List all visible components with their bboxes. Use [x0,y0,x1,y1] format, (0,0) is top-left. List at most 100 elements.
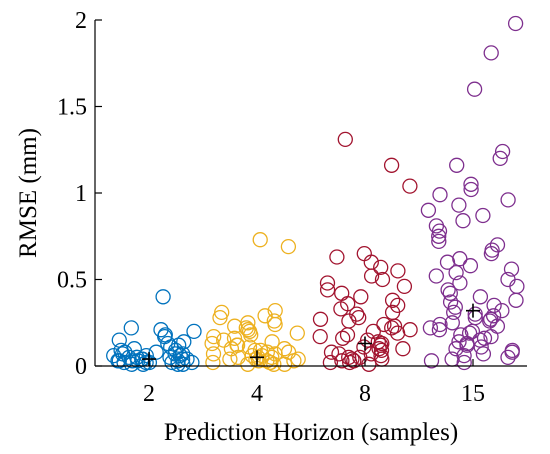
data-point-h8 [334,353,350,369]
data-point-h8 [334,285,350,301]
data-point-h15 [431,233,447,250]
data-point-h2 [176,334,192,350]
y-tick-label: 0.5 [57,268,87,294]
data-point-h8 [329,249,345,265]
data-point-h8 [351,309,367,326]
data-point-h15 [439,254,456,270]
data-point-h4 [226,330,243,346]
data-point-h15 [482,313,498,329]
y-axis-label: RMSE (mm) [15,128,42,258]
data-point-h15 [420,202,437,218]
data-point-h8 [374,271,391,288]
data-point-h15 [500,349,516,366]
data-point-h4 [276,341,293,357]
x-tick-label: 2 [143,381,155,407]
data-point-h4 [257,308,273,324]
mean-marker-h8 [358,336,372,351]
data-point-h4 [267,316,283,333]
data-point-h8 [335,330,351,346]
data-point-h2 [155,289,171,305]
data-point-h4 [251,353,267,369]
data-point-h4 [289,325,305,341]
data-point-h15 [440,282,456,298]
data-point-h8 [384,320,400,336]
data-point-h4 [216,332,232,348]
data-point-h8 [390,263,406,279]
data-point-h4 [243,327,259,343]
data-point-h2 [175,356,191,372]
data-point-h15 [423,353,440,369]
data-point-h4 [276,356,293,372]
data-point-h8 [323,344,340,360]
data-point-h15 [428,268,444,284]
data-point-h8 [322,354,339,371]
data-point-h8 [319,275,336,291]
data-point-h8 [376,316,392,333]
data-point-h4 [286,353,302,369]
data-point-h15 [456,347,472,364]
data-point-h15 [475,207,491,224]
data-point-h15 [442,285,458,301]
data-point-h15 [508,292,524,308]
data-point-h15 [507,15,524,32]
data-point-h15 [431,322,448,338]
data-point-h4 [205,346,222,362]
x-ticks: 2 4 8 15 [143,359,485,407]
data-point-h2 [186,323,202,340]
data-point-h15 [467,309,483,326]
data-point-h15 [449,157,465,173]
data-point-h15 [428,218,445,234]
x-tick-label: 4 [251,381,263,407]
data-point-h15 [431,223,448,239]
data-point-h8 [312,328,328,345]
data-point-h15 [486,297,502,314]
data-point-h8 [319,282,336,298]
x-tick-label: 15 [461,381,485,407]
data-point-h2 [106,347,122,364]
data-point-h2 [135,356,151,372]
data-point-h15 [500,192,516,208]
y-tick-label: 2 [75,8,87,34]
data-point-h4 [240,356,256,372]
data-point-h15 [456,354,472,371]
data-point-h15 [503,261,520,277]
data-point-h2 [116,354,132,371]
data-point-h8 [312,311,329,327]
data-point-h15 [472,289,489,305]
data-point-h15 [444,315,460,331]
data-point-h8 [353,289,369,305]
y-tick-label: 1 [75,181,87,207]
data-point-h8 [402,178,418,194]
data-point-h15 [463,176,479,192]
data-points-layer [106,15,525,372]
data-point-h15 [483,328,499,345]
data-point-h15 [448,264,464,281]
data-point-h8 [361,356,377,372]
data-point-h8 [331,346,347,362]
data-point-h15 [422,320,439,336]
data-point-h8 [333,301,349,317]
data-point-h8 [365,323,381,340]
data-point-h2 [184,354,200,371]
data-point-h15 [466,81,483,97]
data-point-h15 [489,237,506,253]
data-point-h15 [473,339,489,355]
mean-marker-h15 [466,303,480,318]
data-point-h2 [164,354,180,371]
data-point-h8 [339,327,356,343]
data-point-h15 [461,325,478,341]
y-tick-label: 0 [75,354,87,380]
data-point-h8 [363,346,379,362]
data-point-h15 [432,187,448,203]
data-point-h8 [337,131,353,148]
data-point-h8 [383,157,400,173]
x-axis-label: Prediction Horizon (samples) [164,419,458,446]
data-point-h15 [452,251,468,267]
data-point-h8 [402,322,418,338]
y-tick-label: 1.5 [57,95,87,121]
data-point-h15 [475,346,492,362]
data-point-h15 [432,316,448,333]
data-point-h2 [170,356,186,372]
data-point-h4 [212,309,228,326]
